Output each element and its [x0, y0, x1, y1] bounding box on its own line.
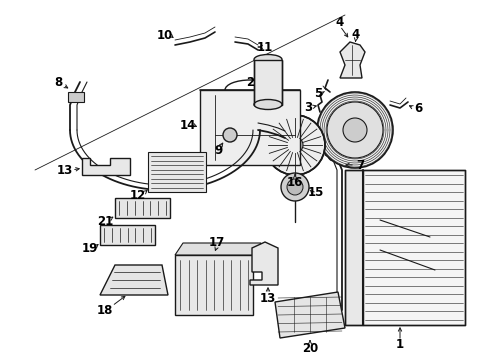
Circle shape	[265, 115, 325, 175]
Text: 17: 17	[209, 235, 225, 248]
Text: 13: 13	[260, 292, 276, 305]
Text: 14: 14	[180, 118, 196, 131]
Text: 16: 16	[287, 176, 303, 189]
Text: 4: 4	[352, 27, 360, 41]
Bar	[68, 92, 84, 102]
Bar	[115, 198, 170, 218]
Polygon shape	[275, 292, 345, 338]
Polygon shape	[100, 265, 168, 295]
Text: 2: 2	[246, 76, 254, 89]
Text: 15: 15	[308, 185, 324, 198]
Bar	[175, 255, 253, 315]
Circle shape	[327, 102, 383, 158]
Text: 1: 1	[396, 338, 404, 351]
Polygon shape	[250, 242, 278, 285]
Text: 10: 10	[157, 28, 173, 41]
Polygon shape	[340, 42, 365, 78]
Circle shape	[223, 128, 237, 142]
Polygon shape	[345, 170, 363, 325]
Circle shape	[281, 173, 309, 201]
Text: 12: 12	[130, 189, 146, 202]
Circle shape	[328, 149, 340, 161]
Text: 3: 3	[304, 100, 312, 113]
Text: 6: 6	[414, 102, 422, 114]
Polygon shape	[200, 90, 300, 165]
Circle shape	[317, 92, 393, 168]
Ellipse shape	[254, 54, 282, 64]
Circle shape	[343, 118, 367, 142]
Text: 21: 21	[97, 215, 113, 228]
Circle shape	[287, 137, 303, 153]
Bar	[100, 225, 155, 245]
Text: 4: 4	[336, 15, 344, 28]
Polygon shape	[82, 158, 130, 175]
Text: 19: 19	[82, 242, 98, 255]
Text: 11: 11	[257, 41, 273, 54]
Text: 20: 20	[302, 342, 318, 355]
Text: 18: 18	[97, 303, 113, 316]
Polygon shape	[175, 243, 261, 255]
Circle shape	[287, 179, 303, 195]
Bar	[254, 59, 282, 104]
Bar	[363, 170, 465, 325]
Text: 8: 8	[54, 76, 62, 89]
Text: 9: 9	[214, 144, 222, 157]
Bar	[148, 152, 206, 192]
Text: 7: 7	[356, 158, 364, 171]
Ellipse shape	[254, 99, 282, 109]
Text: 5: 5	[314, 86, 322, 99]
Text: 13: 13	[57, 163, 73, 176]
